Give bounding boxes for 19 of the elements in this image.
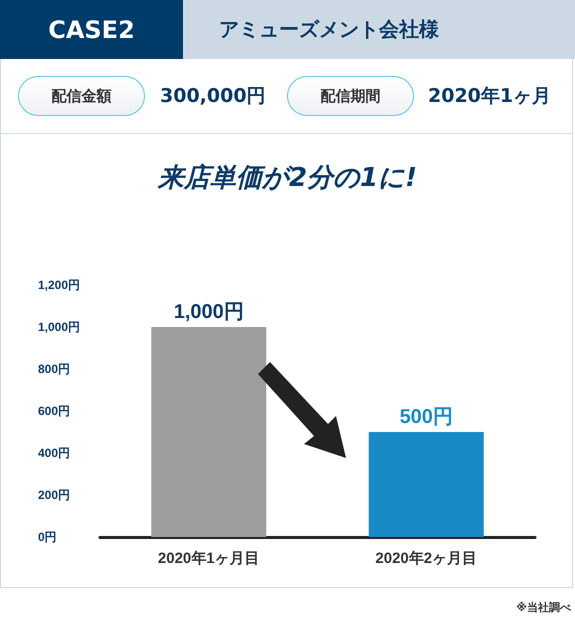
text: 配信期間 bbox=[287, 76, 414, 116]
x-tick-label: 2020年1ヶ月目 bbox=[158, 550, 260, 567]
data-label: 500円 bbox=[400, 406, 453, 428]
text: 2020年1ヶ月 bbox=[428, 84, 552, 109]
y-tick-label: 400円 bbox=[38, 446, 70, 460]
x-tick-label: 2020年2ヶ月目 bbox=[375, 550, 478, 567]
y-tick-label: 1,200円 bbox=[38, 278, 80, 292]
y-tick-label: 0円 bbox=[38, 530, 57, 544]
y-tick-label: 1,000円 bbox=[38, 320, 80, 334]
y-tick-label: 200円 bbox=[38, 488, 70, 502]
text: ※当社調べ bbox=[516, 600, 571, 615]
text: 配信金額 bbox=[18, 76, 145, 116]
text: CASE2 bbox=[0, 0, 183, 59]
y-tick-label: 600円 bbox=[38, 404, 70, 418]
data-label: 1,000円 bbox=[174, 301, 244, 323]
chart-title: 来店単価が2分の1に! bbox=[156, 162, 418, 195]
y-tick-label: 800円 bbox=[38, 362, 70, 376]
text: アミューズメント会社様 bbox=[183, 0, 575, 59]
text: 300,000円 bbox=[160, 84, 266, 109]
